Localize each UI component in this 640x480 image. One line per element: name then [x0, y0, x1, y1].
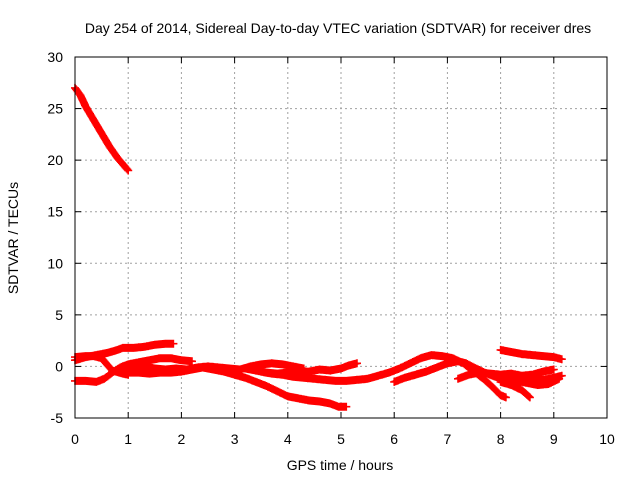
- series-markers: [496, 377, 534, 402]
- x-tick-label: 3: [231, 431, 239, 447]
- y-tick-label: 10: [47, 255, 63, 271]
- data-series-6: [124, 363, 351, 411]
- x-tick-label: 0: [71, 431, 79, 447]
- x-axis-label: GPS time / hours: [287, 457, 394, 473]
- y-tick-label: 0: [55, 358, 63, 374]
- x-tick-label: 4: [284, 431, 292, 447]
- y-tick-label: -5: [51, 410, 64, 426]
- y-tick-label: 15: [47, 204, 63, 220]
- x-tick-label: 1: [124, 431, 132, 447]
- data-series-13: [517, 371, 566, 384]
- x-tick-label: 5: [337, 431, 345, 447]
- series-markers: [124, 363, 351, 411]
- data-series-11: [496, 377, 534, 402]
- y-tick-label: 30: [47, 49, 63, 65]
- x-axis-ticks: 0 1 2 3 4 5 6 7 8 9 10: [71, 57, 615, 447]
- x-tick-label: 9: [550, 431, 558, 447]
- x-tick-label: 10: [599, 431, 615, 447]
- data-series-12: [496, 345, 566, 364]
- y-axis-label: SDTVAR / TECUs: [5, 182, 21, 294]
- y-tick-label: 5: [55, 307, 63, 323]
- y-tick-label: 25: [47, 101, 63, 117]
- chart-title: Day 254 of 2014, Sidereal Day-to-day VTE…: [85, 20, 591, 36]
- x-tick-label: 6: [390, 431, 398, 447]
- x-tick-label: 7: [444, 431, 452, 447]
- series-markers: [517, 371, 566, 384]
- x-tick-label: 2: [178, 431, 186, 447]
- series-markers: [496, 345, 566, 364]
- y-tick-label: 20: [47, 152, 63, 168]
- x-tick-label: 8: [497, 431, 505, 447]
- y-axis-ticks: -5 0 5 10 15 20 25 30: [47, 49, 607, 426]
